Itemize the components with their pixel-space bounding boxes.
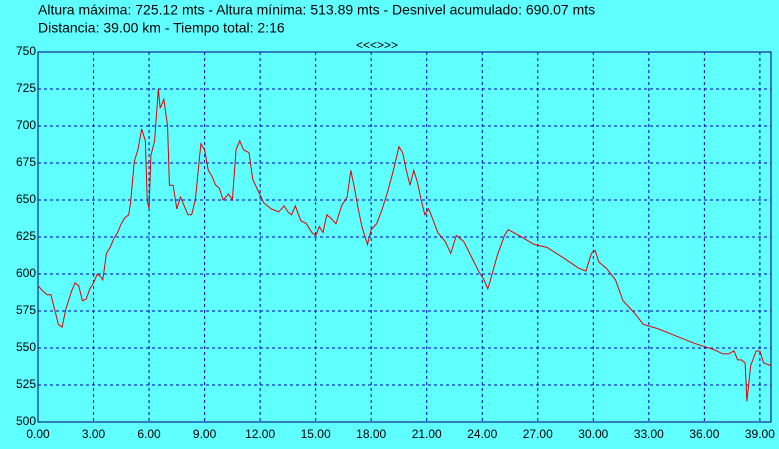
y-tick-label: 600	[16, 266, 36, 280]
x-tick-label: 15.00	[301, 427, 331, 441]
y-tick-label: 725	[16, 81, 36, 95]
x-tick-label: 33.00	[634, 427, 664, 441]
x-tick-label: 6.00	[137, 427, 161, 441]
chart-subtitle: Distancia: 39.00 km - Tiempo total: 2:16	[38, 20, 285, 36]
x-tick-label: 21.00	[412, 427, 442, 441]
y-tick-label: 675	[16, 155, 36, 169]
x-tick-label: 3.00	[82, 427, 106, 441]
y-tick-label: 750	[16, 44, 36, 58]
x-tick-label: 30.00	[578, 427, 608, 441]
y-tick-label: 550	[16, 340, 36, 354]
x-tick-label: 9.00	[193, 427, 217, 441]
x-tick-label: 18.00	[356, 427, 386, 441]
chart-title: Altura máxima: 725.12 mts - Altura mínim…	[38, 2, 595, 18]
y-tick-label: 500	[16, 414, 36, 428]
y-tick-label: 700	[16, 118, 36, 132]
nav-arrows[interactable]: <<<>>>	[356, 38, 398, 52]
x-tick-label: 12.00	[245, 427, 275, 441]
x-tick-label: 39.00	[745, 427, 775, 441]
x-tick-label: 24.00	[467, 427, 497, 441]
x-tick-label: 0.00	[26, 427, 50, 441]
plot-frame	[37, 51, 772, 423]
elevation-line	[37, 88, 772, 402]
y-tick-label: 650	[16, 192, 36, 206]
y-tick-label: 625	[16, 229, 36, 243]
y-tick-label: 575	[16, 303, 36, 317]
y-tick-label: 525	[16, 377, 36, 391]
x-tick-label: 36.00	[689, 427, 719, 441]
x-tick-label: 27.00	[523, 427, 553, 441]
